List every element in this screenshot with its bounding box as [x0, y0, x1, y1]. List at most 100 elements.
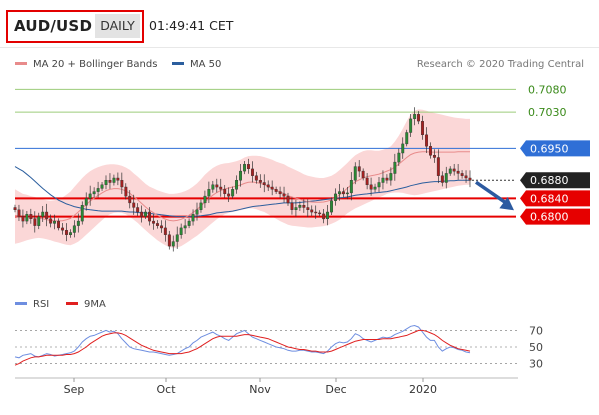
candle-body — [49, 218, 53, 224]
candle-body — [21, 216, 25, 222]
forecast-arrow-head — [499, 196, 514, 211]
ma50-legend-swatch — [172, 62, 184, 65]
candle-body — [116, 177, 120, 181]
rsi-tick-label: 50 — [529, 341, 543, 354]
candle-body — [381, 177, 385, 183]
candle-body — [215, 184, 219, 188]
x-tick-label: Oct — [156, 383, 176, 396]
candle-body — [211, 184, 215, 190]
candle-body — [436, 157, 440, 176]
level-label-resistance: 0.7030 — [528, 106, 567, 119]
ma50-line — [14, 166, 470, 218]
candle-body — [152, 220, 156, 224]
candle-body — [365, 177, 369, 186]
candle-body — [369, 184, 373, 190]
candle-body — [464, 175, 468, 179]
candle-body — [199, 202, 203, 210]
candle-body — [286, 195, 290, 204]
candle-body — [246, 164, 250, 170]
candle-body — [377, 182, 381, 188]
ma20-legend-swatch — [15, 62, 27, 65]
rsi-tick-label: 70 — [529, 324, 543, 337]
candle-body — [163, 227, 167, 235]
candle-body — [207, 189, 211, 197]
candle-body — [342, 191, 345, 195]
candle-body — [448, 168, 452, 174]
candle-body — [353, 166, 357, 181]
candle-body — [310, 209, 314, 213]
candle-body — [393, 161, 397, 174]
header-divider — [0, 47, 599, 48]
candle-body — [250, 168, 254, 176]
candle-body — [440, 175, 444, 183]
candle-body — [45, 211, 49, 220]
candle-body — [53, 220, 56, 224]
candle-body — [444, 173, 448, 183]
candle-body — [100, 184, 104, 189]
main-plot-area — [13, 88, 516, 252]
candle-body — [108, 179, 112, 183]
candle-body — [306, 207, 310, 210]
candle-body — [155, 223, 159, 226]
candle-body — [29, 214, 33, 220]
x-tick-label: Nov — [249, 383, 271, 396]
candle-body — [397, 152, 401, 163]
instrument-symbol[interactable]: AUD/USD — [14, 17, 93, 35]
chart-header: AUD/USD DAILY 01:49:41 CET — [0, 0, 599, 48]
candle-body — [460, 173, 464, 176]
candle-body — [33, 218, 37, 226]
rsi-legend-label: RSI — [33, 299, 49, 310]
candle-body — [302, 204, 306, 208]
candle-body — [96, 188, 100, 192]
candle-body — [120, 179, 124, 188]
candle-body — [433, 154, 436, 158]
candle-body — [421, 120, 424, 135]
level-label-current: 0.6880 — [530, 174, 569, 187]
candle-body — [326, 211, 329, 220]
candle-body — [132, 202, 136, 208]
period-button[interactable]: DAILY — [95, 14, 140, 38]
candle-body — [148, 211, 152, 222]
candle-body — [338, 191, 341, 195]
candle-body — [25, 214, 29, 222]
candle-body — [322, 213, 326, 220]
candle-body — [144, 211, 148, 217]
candle-body — [68, 232, 72, 235]
candle-body — [429, 145, 432, 156]
rsi-plot-area: 70 50 30 — [14, 324, 543, 371]
candle-body — [452, 168, 456, 172]
candle-body — [191, 214, 195, 222]
candle-body — [128, 195, 132, 204]
candle-body — [345, 192, 349, 195]
candle-body — [468, 177, 472, 181]
level-label-pivot: 0.6950 — [530, 142, 569, 155]
candle-body — [17, 209, 21, 217]
ma9-legend-swatch — [66, 302, 78, 305]
candle-body — [243, 164, 247, 172]
candle-body — [37, 216, 41, 226]
candle-body — [140, 211, 144, 217]
x-tick-label: Dec — [325, 383, 346, 396]
level-label-support: 0.6800 — [530, 211, 569, 224]
candle-body — [334, 193, 337, 201]
candle-body — [425, 134, 428, 147]
candle-body — [92, 191, 96, 195]
candle-body — [254, 175, 258, 181]
candle-body — [124, 186, 128, 197]
rsi-legend-swatch — [15, 302, 27, 305]
candle-body — [136, 207, 140, 213]
candle-body — [203, 195, 207, 204]
rsi-line — [14, 324, 471, 359]
candle-body — [76, 220, 80, 226]
level-label-resistance: 0.7080 — [528, 83, 567, 96]
candle-body — [385, 177, 389, 181]
ma9-legend-label: 9MA — [84, 299, 106, 310]
candle-body — [294, 207, 298, 210]
candle-body — [171, 241, 175, 247]
candle-body — [159, 225, 163, 229]
candle-body — [357, 166, 361, 172]
candle-body — [183, 225, 187, 229]
candle-body — [235, 179, 239, 190]
level-label-current-bg — [520, 172, 590, 189]
